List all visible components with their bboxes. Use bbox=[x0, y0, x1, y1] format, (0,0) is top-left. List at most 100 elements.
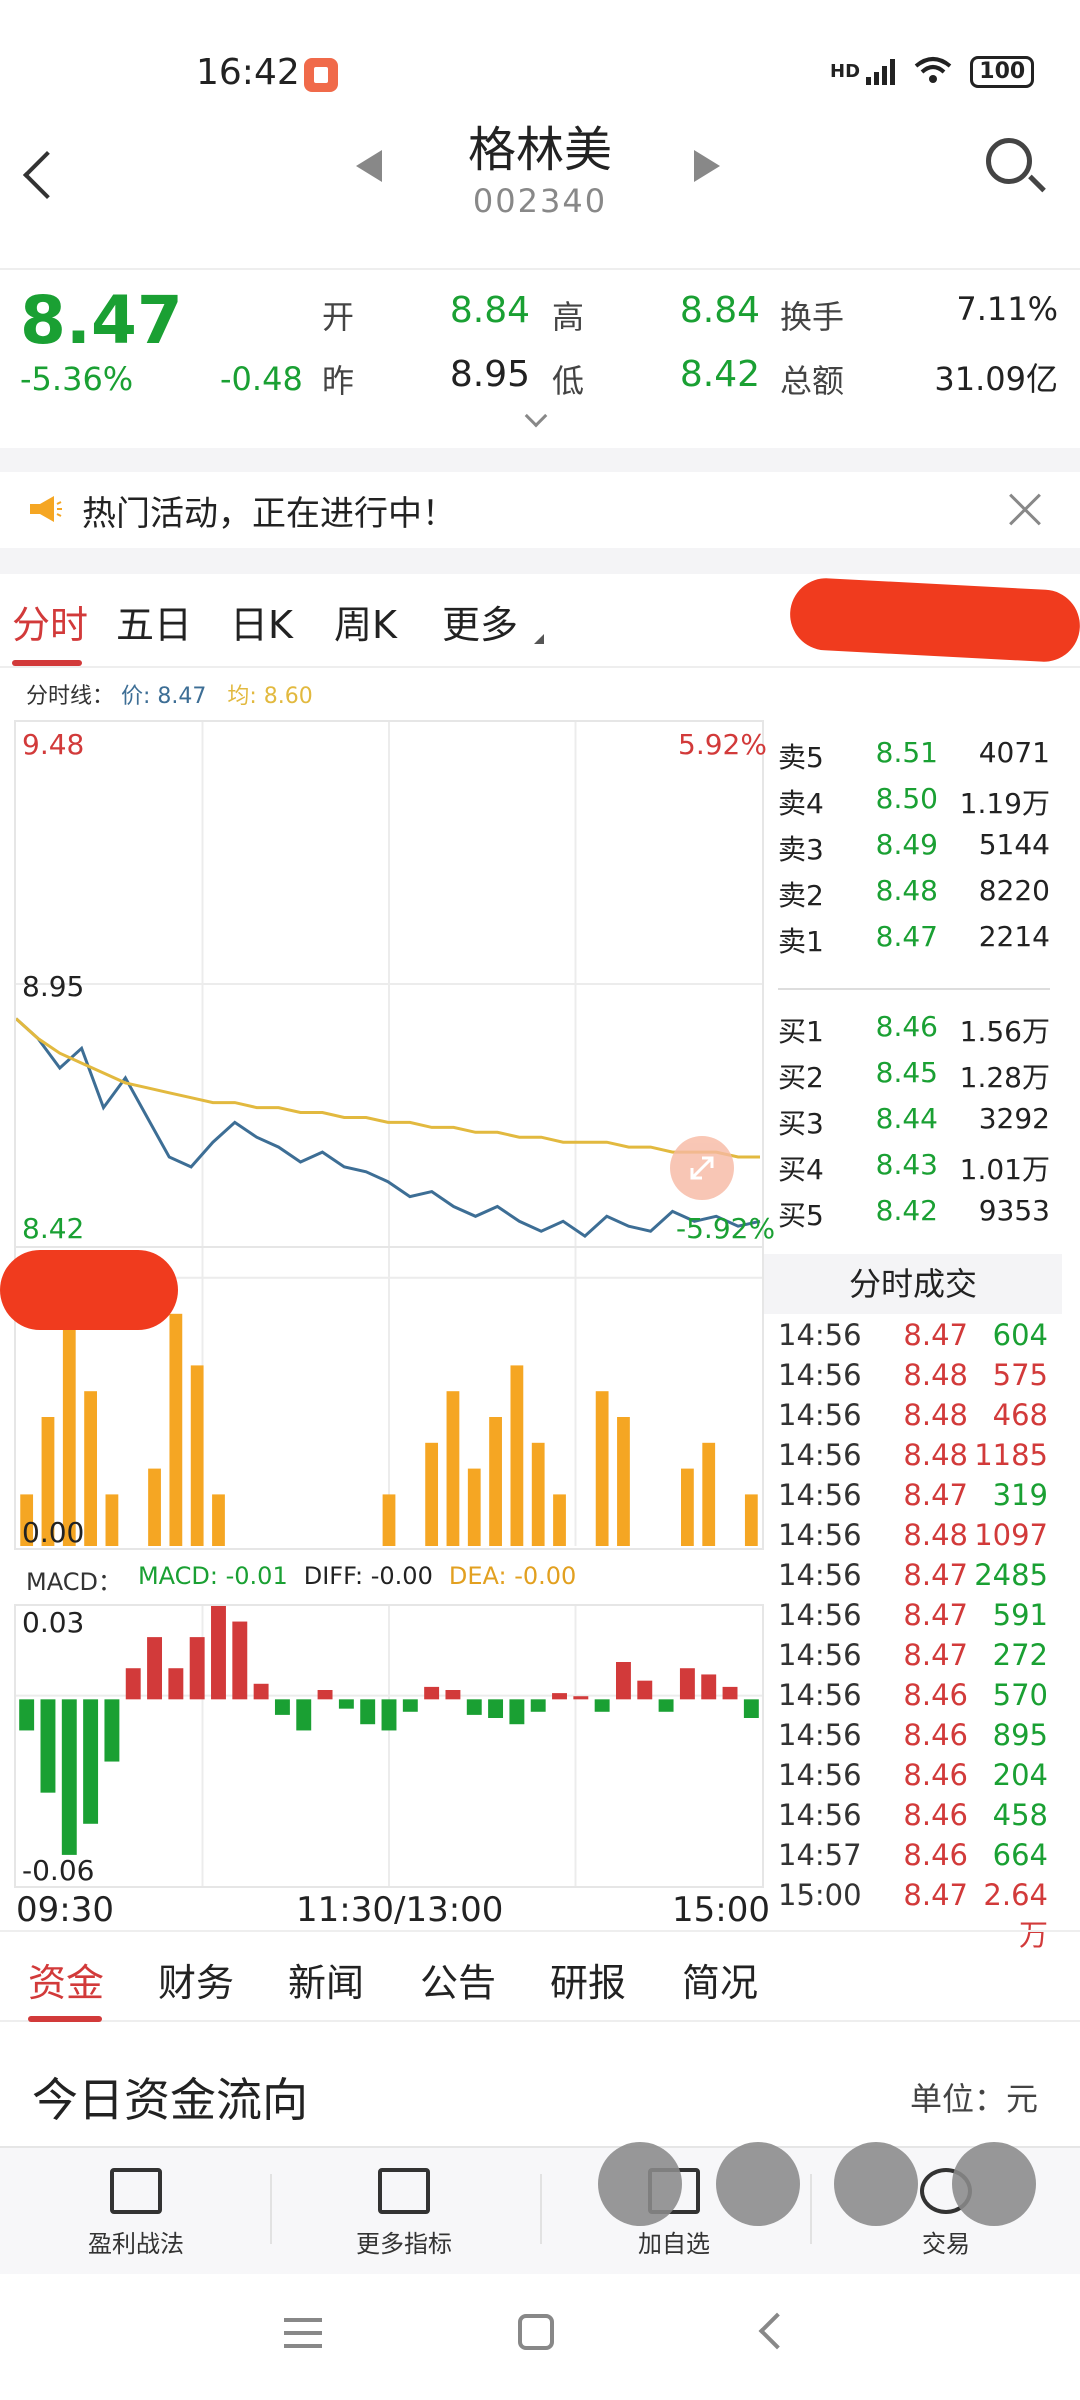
tab-fund[interactable]: 资金 bbox=[28, 1961, 105, 2005]
bid-row: 买3 8.44 3292 bbox=[778, 1102, 1050, 1140]
tick-row: 14:56 8.48 1185 bbox=[778, 1438, 1048, 1472]
macd-bar bbox=[615, 1662, 631, 1700]
change-amount: -0.48 bbox=[220, 360, 303, 398]
amount-value: 31.09亿 bbox=[934, 360, 1058, 398]
price-line bbox=[16, 1017, 761, 1239]
macd-chart[interactable] bbox=[14, 1604, 764, 1888]
tab-announcement[interactable]: 公告 bbox=[420, 1961, 497, 2005]
macd-bar bbox=[722, 1686, 738, 1700]
profit-strategy-button[interactable]: 盈利战法 bbox=[36, 2168, 236, 2259]
x-axis-end: 15:00 bbox=[672, 1890, 770, 1930]
apps-icon[interactable] bbox=[834, 2142, 918, 2226]
volume-bar bbox=[105, 1494, 119, 1546]
macd-bar bbox=[40, 1699, 56, 1793]
tab-weekly-k[interactable]: 周K bbox=[334, 603, 397, 647]
tab-underline bbox=[12, 660, 82, 666]
download-icon[interactable] bbox=[716, 2142, 800, 2226]
divider bbox=[810, 2174, 812, 2244]
macd-bar bbox=[147, 1637, 163, 1700]
macd-bar bbox=[338, 1699, 354, 1709]
expand-chevron-icon[interactable] bbox=[524, 404, 548, 428]
x-axis-start: 09:30 bbox=[16, 1890, 114, 1930]
diff-value: DIFF: -0.00 bbox=[303, 1562, 433, 1590]
macd-legend: MACD： MACD: -0.01 DIFF: -0.00 DEA: -0.00 bbox=[26, 1562, 576, 1597]
volume-chart[interactable] bbox=[14, 1248, 764, 1550]
tab-more[interactable]: 更多 bbox=[442, 603, 519, 647]
divider bbox=[270, 2174, 272, 2244]
more-icon[interactable] bbox=[952, 2142, 1036, 2226]
macd-bar bbox=[488, 1699, 504, 1718]
fullscreen-icon[interactable] bbox=[670, 1136, 734, 1200]
prev-close-value: 8.95 bbox=[449, 354, 530, 395]
macd-axis-top: 0.03 bbox=[22, 1606, 85, 1639]
bid-row: 买1 8.46 1.56万 bbox=[778, 1010, 1050, 1048]
tick-row: 14:56 8.47 2485 bbox=[778, 1558, 1048, 1592]
macd-bar bbox=[360, 1699, 376, 1725]
last-price: 8.47 bbox=[20, 282, 183, 359]
notice-bar[interactable]: 热门活动，正在进行中！ bbox=[0, 472, 1080, 548]
high-label: 高 bbox=[552, 298, 585, 336]
volume-bar bbox=[190, 1365, 204, 1546]
tab-research[interactable]: 研报 bbox=[550, 1961, 627, 2005]
volume-bar bbox=[84, 1391, 97, 1546]
tab-intraday[interactable]: 分时 bbox=[12, 603, 89, 647]
pct-axis-top: 5.92% bbox=[678, 728, 767, 761]
battery-icon: 100 bbox=[970, 56, 1035, 88]
fund-flow-title: 今日资金流向 bbox=[32, 2073, 308, 2127]
macd-bar bbox=[424, 1686, 440, 1700]
tab-five-day[interactable]: 五日 bbox=[116, 603, 193, 647]
dea-value: DEA: -0.00 bbox=[448, 1562, 577, 1590]
menu-icon[interactable] bbox=[284, 2318, 322, 2348]
ticks-header[interactable]: 分时成交 bbox=[764, 1254, 1062, 1314]
macd-bar bbox=[679, 1668, 695, 1700]
volume-bar bbox=[212, 1494, 225, 1546]
legend-label: 分时线： bbox=[26, 684, 115, 709]
volume-axis-bottom: 0.00 bbox=[22, 1516, 85, 1549]
tick-row: 14:56 8.46 570 bbox=[778, 1678, 1048, 1712]
search-icon[interactable] bbox=[986, 138, 1032, 184]
macd-bar bbox=[445, 1690, 461, 1700]
pct-axis-bottom: -5.92% bbox=[676, 1212, 776, 1245]
price-chart-canvas bbox=[16, 722, 762, 1246]
chart-tabs: 分时 五日 日K 周K 更多 bbox=[0, 574, 1080, 668]
tab-news[interactable]: 新闻 bbox=[288, 1961, 365, 2005]
macd-bar bbox=[83, 1699, 99, 1824]
price-axis-top: 9.48 bbox=[22, 728, 85, 761]
share-icon[interactable] bbox=[598, 2142, 682, 2226]
tick-row: 14:56 8.48 575 bbox=[778, 1358, 1048, 1392]
turnover-label: 换手 bbox=[780, 298, 845, 336]
nav-back-icon[interactable] bbox=[758, 2312, 796, 2350]
more-indicators-button[interactable]: 更多指标 bbox=[304, 2168, 504, 2259]
megaphone-icon bbox=[30, 496, 62, 522]
macd-bar bbox=[402, 1699, 418, 1712]
macd-bar bbox=[637, 1680, 653, 1700]
stock-code: 002340 bbox=[472, 182, 608, 220]
next-stock-icon[interactable] bbox=[694, 150, 720, 182]
price-chart[interactable] bbox=[14, 720, 764, 1248]
price-axis-mid: 8.95 bbox=[22, 970, 85, 1003]
macd-chart-canvas bbox=[16, 1606, 762, 1886]
macd-bar bbox=[296, 1699, 312, 1731]
volume-bar bbox=[41, 1417, 55, 1546]
tab-finance[interactable]: 财务 bbox=[158, 1961, 235, 2005]
volume-bar bbox=[20, 1494, 34, 1546]
volume-bar bbox=[681, 1468, 694, 1546]
macd-bar bbox=[658, 1699, 674, 1712]
tab-profile[interactable]: 简况 bbox=[682, 1961, 759, 2005]
chart-legend: 分时线： 价: 8.47 均: 8.60 bbox=[26, 678, 313, 710]
tab-daily-k[interactable]: 日K bbox=[230, 603, 293, 647]
notice-text: 热门活动，正在进行中！ bbox=[82, 494, 456, 534]
home-icon[interactable] bbox=[518, 2314, 554, 2350]
prev-stock-icon[interactable] bbox=[356, 150, 382, 182]
quote-panel[interactable]: 8.47 -5.36% -0.48 开 8.84 高 8.84 换手 7.11%… bbox=[0, 268, 1080, 448]
wifi-icon bbox=[914, 56, 952, 88]
tick-row: 14:56 8.47 319 bbox=[778, 1478, 1048, 1512]
redaction-mark bbox=[0, 1250, 178, 1330]
volume-bar bbox=[62, 1288, 76, 1546]
macd-bar bbox=[509, 1699, 525, 1725]
system-nav-bar bbox=[0, 2274, 1080, 2400]
tick-row: 14:56 8.46 895 bbox=[778, 1718, 1048, 1752]
x-axis-mid: 11:30/13:00 bbox=[296, 1890, 504, 1930]
close-icon[interactable] bbox=[1004, 490, 1044, 530]
stock-name: 格林美 bbox=[467, 122, 612, 178]
